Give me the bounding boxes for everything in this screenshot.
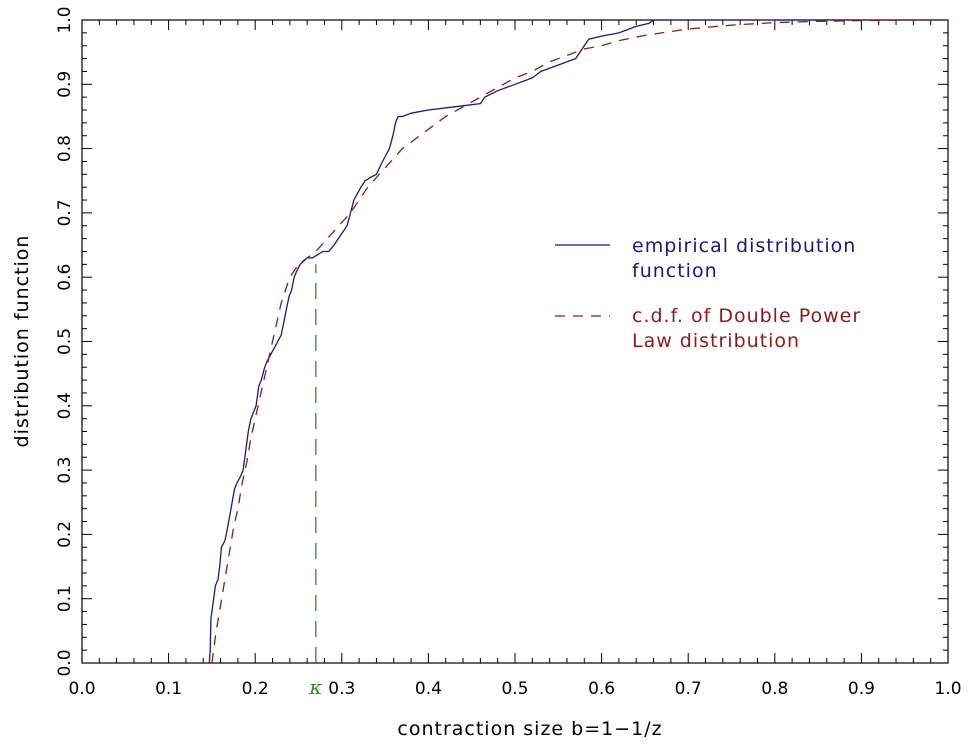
y-tick-label: 0.9: [55, 71, 75, 98]
x-tick-label: 0.1: [155, 679, 182, 699]
plot-frame: [81, 19, 949, 664]
x-tick-label: 0.6: [588, 679, 615, 699]
x-tick-label: 0.4: [415, 679, 442, 699]
x-axis-label: contraction size b=1−1/z: [397, 718, 662, 740]
x-tick-label: 0.0: [68, 679, 95, 699]
x-tick-label: 0.3: [328, 679, 355, 699]
y-tick-label: 0.8: [55, 135, 75, 162]
x-tick-label: 0.7: [675, 679, 702, 699]
y-tick-label: 0.0: [55, 649, 75, 676]
y-tick-label: 1.0: [55, 6, 75, 33]
series-line-double-power-law: [211, 19, 948, 664]
x-tick-label: 0.2: [242, 679, 269, 699]
x-tick-label: 0.9: [848, 679, 875, 699]
y-tick-label: 0.6: [55, 264, 75, 291]
y-tick-label: 0.3: [55, 457, 75, 484]
y-tick-label: 0.2: [55, 521, 75, 548]
legend-label-empirical: empirical distribution function: [632, 235, 863, 282]
series-line-empirical: [208, 19, 948, 664]
legend-label-empirical-line-2: function: [632, 260, 718, 282]
legend-label-double-power-law-line-2: Law distribution: [632, 330, 800, 352]
kappa-label: κ: [308, 675, 322, 699]
legend-label-double-power-law-line-1: c.d.f. of Double Power: [632, 305, 861, 327]
legend-label-empirical-line-1: empirical distribution: [632, 235, 856, 257]
annotation-layer: κ: [308, 264, 322, 699]
legend: empirical distribution function c.d.f. o…: [555, 235, 868, 352]
x-tick-label: 0.8: [761, 679, 788, 699]
y-tick-label: 0.4: [55, 392, 75, 419]
legend-label-double-power-law: c.d.f. of Double Power Law distribution: [632, 305, 868, 352]
x-tick-label: 1.0: [934, 679, 961, 699]
y-tick-label: 0.7: [55, 199, 75, 226]
y-tick-label: 0.5: [55, 328, 75, 355]
y-tick-label: 0.1: [55, 585, 75, 612]
series-layer: [208, 19, 948, 664]
y-axis-label: distribution function: [11, 235, 33, 448]
y-axis-ticks: 0.0 0.1 0.2 0.3 0.4 0.5 0.6 0.7 0.8 0.9 1.0: [55, 6, 948, 677]
x-axis-ticks: 0.0 0.1 0.2 0.3 0.4 0.5 0.6 0.7 0.8 0.9 1.0: [68, 20, 962, 699]
x-tick-label: 0.5: [501, 679, 528, 699]
